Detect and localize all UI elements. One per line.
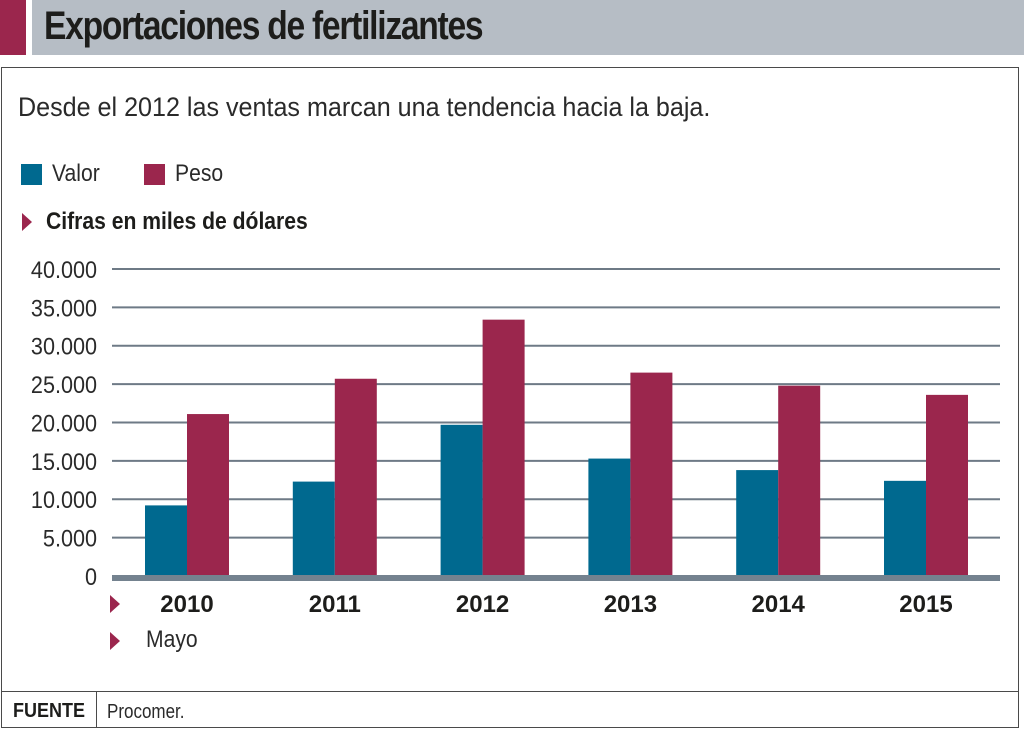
footer-vertical-divider	[96, 692, 97, 728]
x-tick-labels: 2010 2011 2012 2013 2014 2015	[160, 591, 952, 618]
unit-note: Cifras en miles de dólares	[46, 208, 308, 235]
header-accent-block	[0, 0, 26, 55]
x-tick-label: 2010	[160, 591, 213, 618]
legend-label-peso: Peso	[175, 160, 224, 187]
y-tick-label: 15.000	[31, 448, 97, 475]
footer-source-label: FUENTE	[13, 700, 85, 722]
legend-item-valor: Valor	[21, 160, 106, 188]
bar-valor-2015	[884, 480, 926, 576]
bar-valor-2010	[145, 505, 187, 576]
bar-peso-2010	[187, 414, 229, 576]
y-tick-label: 5.000	[43, 525, 97, 552]
triangle-bullet-icon	[110, 595, 120, 613]
y-tick-label: 20.000	[31, 409, 97, 436]
period-note: Mayo	[146, 626, 198, 653]
gridlines	[112, 268, 1000, 539]
x-tick-label: 2011	[309, 591, 361, 618]
bar-valor-2012	[440, 424, 483, 576]
chart-frame	[1, 67, 1019, 728]
legend-swatch-peso	[144, 163, 165, 185]
y-tick-label: 25.000	[31, 371, 97, 398]
y-tick-label: 35.000	[31, 294, 97, 321]
bar-peso-2011	[334, 378, 377, 576]
bar-valor-2011	[292, 481, 335, 576]
bar-valor-2014	[736, 470, 779, 576]
y-tick-label: 10.000	[31, 486, 97, 513]
y-tick-label: 40.000	[31, 256, 97, 283]
y-tick-labels: 0 5.000 10.000 15.000 20.000 25.000 30.000 35.0…	[31, 256, 97, 590]
bar-peso-2013	[630, 372, 673, 576]
bar-peso-2014	[778, 385, 821, 576]
y-tick-label: 0	[85, 563, 97, 590]
bar-valor-2013	[588, 458, 631, 576]
x-tick-label: 2015	[899, 591, 952, 618]
x-axis-baseline	[112, 575, 1000, 581]
header-bar	[32, 0, 1024, 55]
legend-swatch-valor	[21, 163, 42, 185]
triangle-bullet-icon	[22, 213, 32, 231]
bars	[112, 319, 1000, 581]
footer-divider	[1, 691, 1019, 692]
y-tick-label: 30.000	[31, 333, 97, 360]
footer-source-value: Procomer.	[107, 701, 185, 723]
legend-label-valor: Valor	[52, 160, 100, 187]
x-tick-label: 2012	[456, 591, 509, 618]
chart-title: Exportaciones de fertilizantes	[44, 4, 484, 48]
triangle-bullet-icon	[110, 632, 120, 650]
header: Exportaciones de fertilizantes	[0, 0, 1024, 55]
legend-item-peso: Peso	[144, 160, 230, 188]
chart-subtitle: Desde el 2012 las ventas marcan una tend…	[18, 92, 711, 122]
x-tick-label: 2013	[604, 591, 657, 618]
bar-peso-2012	[482, 319, 525, 576]
x-tick-label: 2014	[752, 591, 806, 618]
bar-peso-2015	[926, 394, 968, 576]
